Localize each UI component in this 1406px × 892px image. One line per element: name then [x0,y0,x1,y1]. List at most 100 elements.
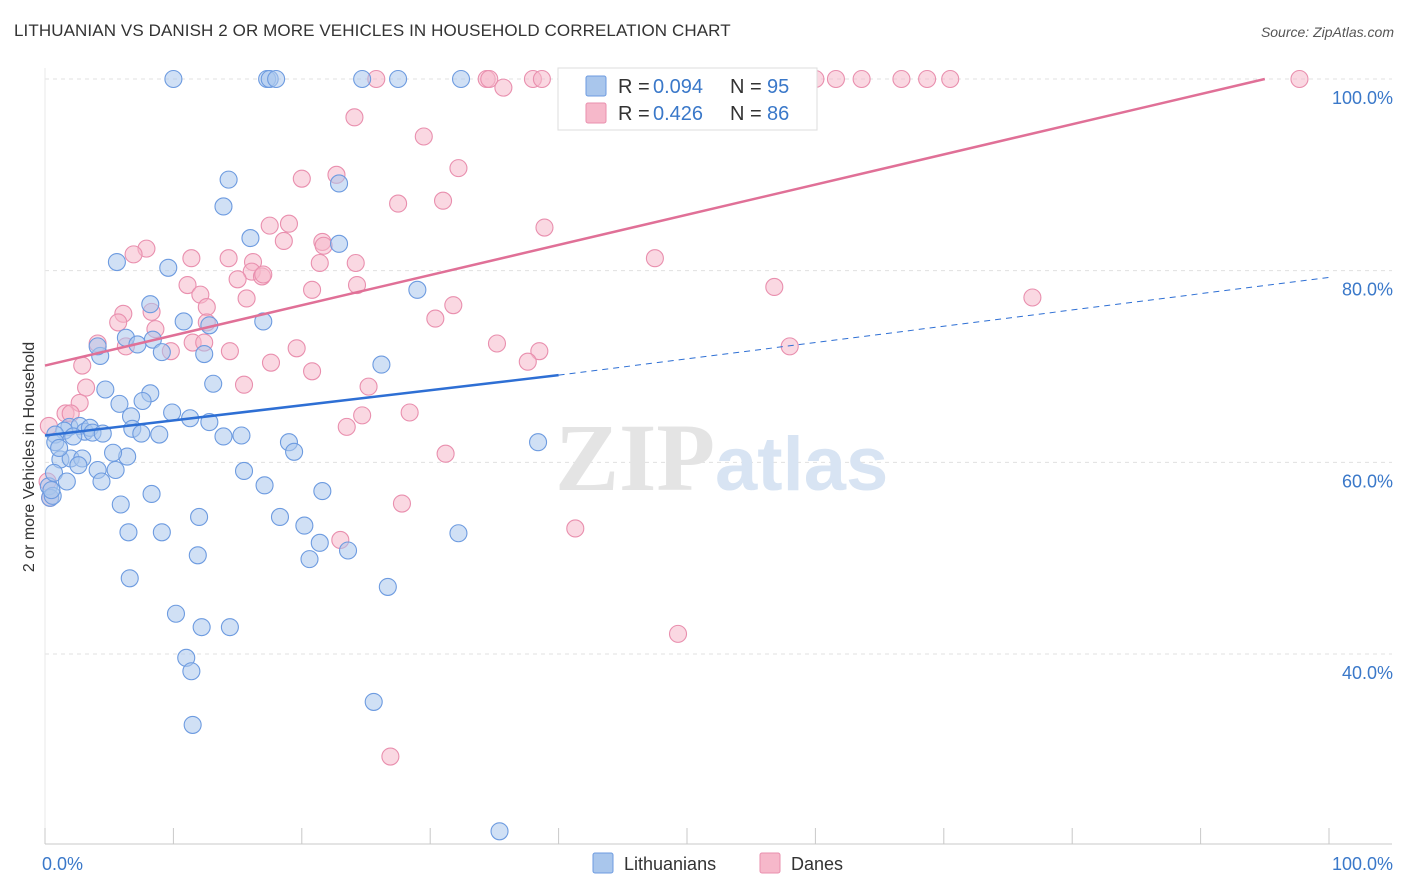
legend-r-label-blue: R = [618,76,650,98]
lithuanians-point-58 [44,463,64,482]
danes-point-17 [345,108,364,127]
lithuanians-point-80 [192,618,211,637]
y-tick-labels: 100.0% 80.0% 60.0% 40.0% [1332,88,1393,683]
danes-point-64 [780,337,799,356]
lithuanians-point-45 [285,442,304,461]
lithuanians-point-7 [214,197,233,216]
danes-point-54 [426,309,445,328]
bottom-legend-swatch-blue [592,852,614,874]
lithuanians-point-83 [182,662,201,681]
danes-point-71 [77,378,96,397]
x-tick-label-left: 0.0% [42,854,83,874]
bottom-legend-swatch-pink [759,852,781,874]
danes-point-41 [254,265,273,284]
danes-point-85 [566,519,585,538]
y-tick-label-1: 80.0% [1342,280,1393,300]
grid-lines [45,78,1392,655]
axes [44,68,1392,845]
lithuanians-point-52 [106,460,125,480]
legend-r-label-pink: R = [618,103,650,125]
lithuanians-point-90 [152,343,171,362]
danes-point-40 [178,275,197,295]
danes-point-60 [220,342,239,361]
lithuanians-point-74 [449,524,468,543]
danes-point-24 [535,218,554,237]
watermark-zip: ZIP [555,404,715,511]
legend-n-value-blue: 95 [767,76,789,98]
danes-point-61 [287,339,306,358]
lithuanians-point-94 [232,426,251,445]
lithuanians-point-67 [190,507,209,527]
bottom-legend-label-blue: Lithuanians [624,854,716,874]
legend: R = 0.094 N = 95 R = 0.426 N = 86 [557,67,818,131]
lithuanians-point-23 [88,337,107,356]
trend-line-danes [44,77,1266,367]
danes-point-47 [1023,288,1042,307]
lithuanians-point-11 [329,234,349,253]
danes-point-38 [228,270,247,289]
danes-point-67 [73,356,92,375]
lithuanians-point-81 [220,618,239,637]
legend-r-value-blue: 0.094 [653,76,703,98]
watermark-atlas: atlas [715,422,888,507]
lithuanians-point-3 [267,69,286,89]
source-label: Source: ZipAtlas.com [1260,24,1394,40]
danes-point-23 [433,191,453,210]
danes-point-45 [645,249,664,268]
lithuanians-point-18 [254,312,273,331]
lithuanians-point-28 [163,403,182,422]
danes-point-26 [279,214,299,233]
lithuanians-point-62 [313,482,332,501]
lithuanians-point-42 [150,425,169,444]
legend-n-value-pink: 86 [767,103,789,125]
danes-point-14 [1290,69,1309,89]
danes-point-53 [109,313,128,332]
lithuanians-point-63 [142,484,161,504]
danes-point-80 [337,417,356,436]
danes-point-88 [381,747,400,766]
danes-point-15 [494,78,513,97]
bottom-legend-label-pink: Danes [791,854,843,874]
danes-point-25 [260,216,279,235]
trend-lines [44,77,1330,437]
lithuanians-point-71 [152,523,171,542]
danes-point-2 [480,69,499,89]
lithuanians-point-85 [183,715,202,734]
y-axis-label: 2 or more Vehicles in Household [21,342,38,572]
legend-swatch-pink [585,102,607,124]
lithuanians-point-8 [219,170,238,189]
danes-point-68 [261,353,281,372]
lithuanians-point-6 [451,69,471,89]
series-lithuanians [39,69,548,841]
lithuanians-point-61 [255,476,274,495]
danes-point-81 [436,444,455,463]
lithuanians-point-77 [378,577,397,596]
lithuanians-point-70 [119,523,138,542]
lithuanians-point-12 [107,252,126,272]
danes-point-79 [353,406,372,425]
trend-line-lithuanians-extension [558,276,1330,376]
danes-point-4 [532,69,551,89]
danes-point-18 [414,127,433,146]
lithuanians-point-79 [166,604,186,623]
danes-point-34 [314,236,333,255]
x-ticks [44,828,1330,844]
x-tick-label-right: 100.0% [1332,854,1393,874]
lithuanians-point-9 [329,174,349,193]
lithuanians-point-0 [164,69,183,89]
lithuanians-point-88 [50,438,69,458]
danes-point-73 [359,377,378,396]
danes-point-44 [444,296,463,315]
legend-swatch-blue [585,75,607,97]
danes-point-35 [346,253,365,273]
lithuanians-point-86 [490,822,509,841]
danes-point-36 [310,253,329,273]
danes-point-43 [303,280,322,299]
danes-point-50 [197,298,216,317]
lithuanians-point-87 [42,481,61,500]
lithuanians-point-4 [353,69,372,89]
lithuanians-point-76 [188,546,207,565]
lithuanians-point-41 [132,424,151,443]
lithuanians-point-68 [270,507,290,527]
